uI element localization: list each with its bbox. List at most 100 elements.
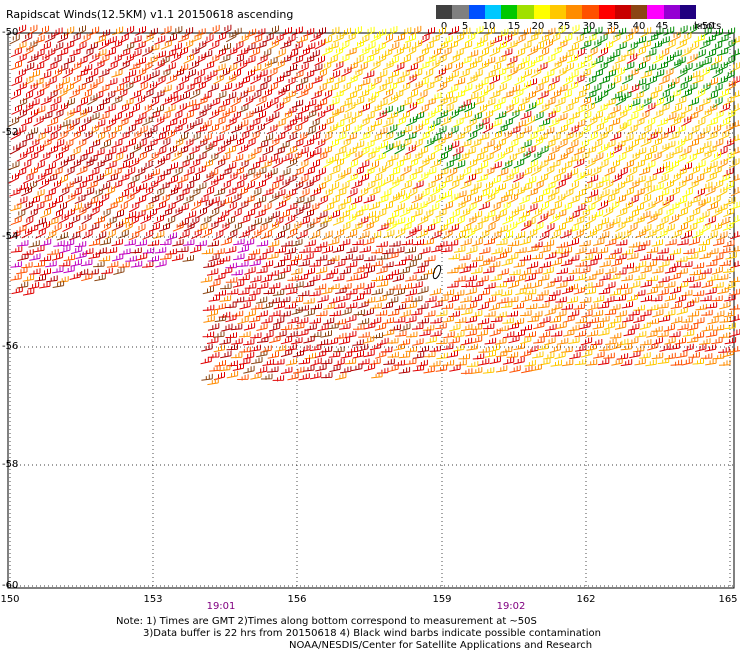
wind-barb xyxy=(719,301,730,309)
wind-barb xyxy=(11,246,22,252)
wind-barb xyxy=(365,42,375,51)
wind-barb xyxy=(731,146,740,155)
wind-barb xyxy=(207,268,218,275)
wind-barb xyxy=(587,175,598,183)
wind-barb xyxy=(562,275,573,281)
wind-barb xyxy=(503,173,513,182)
wind-barb xyxy=(538,274,549,281)
wind-barb xyxy=(598,200,608,210)
wind-barb xyxy=(203,316,214,323)
wind-barb xyxy=(557,85,568,93)
wind-barb xyxy=(491,289,502,295)
wind-barb xyxy=(173,84,183,94)
wind-barb xyxy=(39,281,50,288)
wind-barb xyxy=(503,276,514,282)
wind-barb xyxy=(569,210,579,219)
wind-barb xyxy=(551,258,562,265)
wind-barb xyxy=(369,161,379,171)
wind-barb xyxy=(461,281,472,287)
wind-barb xyxy=(346,230,357,238)
wind-barb xyxy=(580,223,590,233)
wind-barb xyxy=(292,100,303,108)
wind-barb xyxy=(94,274,105,281)
wind-barb xyxy=(628,42,638,52)
wind-barb xyxy=(394,317,405,323)
wind-barb xyxy=(719,360,730,366)
wind-barb xyxy=(273,375,284,381)
wind-barb xyxy=(377,280,388,286)
wind-barb xyxy=(293,167,303,176)
wind-barb xyxy=(201,92,212,101)
wind-barb xyxy=(321,36,332,44)
wind-barb xyxy=(502,215,512,224)
wind-barb xyxy=(244,323,255,331)
wind-barb xyxy=(201,276,212,282)
wind-barb xyxy=(671,316,682,323)
wind-barb xyxy=(315,350,326,358)
wind-barb xyxy=(484,83,494,93)
wind-barb xyxy=(358,318,369,324)
wind-barb xyxy=(377,223,388,231)
wind-barb xyxy=(238,288,249,294)
wind-barb xyxy=(154,90,165,98)
wind-barb xyxy=(424,310,435,317)
wind-barb xyxy=(399,111,409,120)
wind-barb xyxy=(269,310,280,316)
wind-barb xyxy=(387,26,397,35)
wind-barb xyxy=(359,47,369,57)
wind-barb xyxy=(561,346,572,352)
wind-barb xyxy=(167,74,177,84)
wind-barb xyxy=(514,343,525,350)
wind-barb xyxy=(399,367,410,373)
wind-barb xyxy=(675,337,686,344)
wind-barb xyxy=(719,317,730,323)
wind-barb xyxy=(581,254,592,261)
wind-barb xyxy=(183,153,193,162)
wind-barb xyxy=(693,147,704,155)
wind-barb xyxy=(568,43,579,51)
wind-barb xyxy=(333,346,344,352)
wind-barb xyxy=(657,248,668,254)
wind-barb xyxy=(47,117,57,126)
wind-barb xyxy=(700,166,710,175)
wind-barb xyxy=(496,239,507,245)
wind-barb xyxy=(10,144,20,154)
wind-barb xyxy=(310,216,320,225)
wind-barb xyxy=(478,347,489,353)
wind-barb xyxy=(309,274,320,281)
wind-barb xyxy=(177,64,187,72)
wind-barb xyxy=(395,303,406,310)
wind-barb xyxy=(317,295,328,302)
lat-label-60: -60 xyxy=(2,580,18,591)
wind-barb xyxy=(321,372,332,378)
wind-barb xyxy=(317,324,328,331)
wind-barb xyxy=(250,332,261,338)
wind-barb xyxy=(724,310,735,317)
wind-barb xyxy=(40,152,50,162)
wind-barb xyxy=(616,240,627,246)
wind-barb xyxy=(142,161,152,171)
wind-barb xyxy=(640,280,651,287)
wind-barb xyxy=(328,238,339,246)
wind-barb xyxy=(298,260,309,266)
wind-barb xyxy=(197,138,207,147)
wind-barb xyxy=(17,109,27,119)
wind-barb xyxy=(438,152,448,162)
wind-barb xyxy=(454,132,465,140)
wind-barb xyxy=(345,315,356,323)
wind-barb xyxy=(695,88,705,98)
wind-barb xyxy=(731,186,740,195)
wind-barb xyxy=(611,92,622,100)
wind-barb xyxy=(27,167,37,176)
wind-barb xyxy=(520,111,530,119)
wind-barb xyxy=(610,132,620,141)
wind-barb xyxy=(639,240,650,246)
wind-barb xyxy=(706,260,717,266)
wind-barb xyxy=(591,39,601,49)
wind-barb xyxy=(617,339,628,346)
wind-barb xyxy=(172,239,183,246)
wind-barb xyxy=(394,130,404,140)
wind-barb xyxy=(17,240,28,246)
wind-barb xyxy=(147,82,157,92)
wind-barb xyxy=(225,263,236,269)
